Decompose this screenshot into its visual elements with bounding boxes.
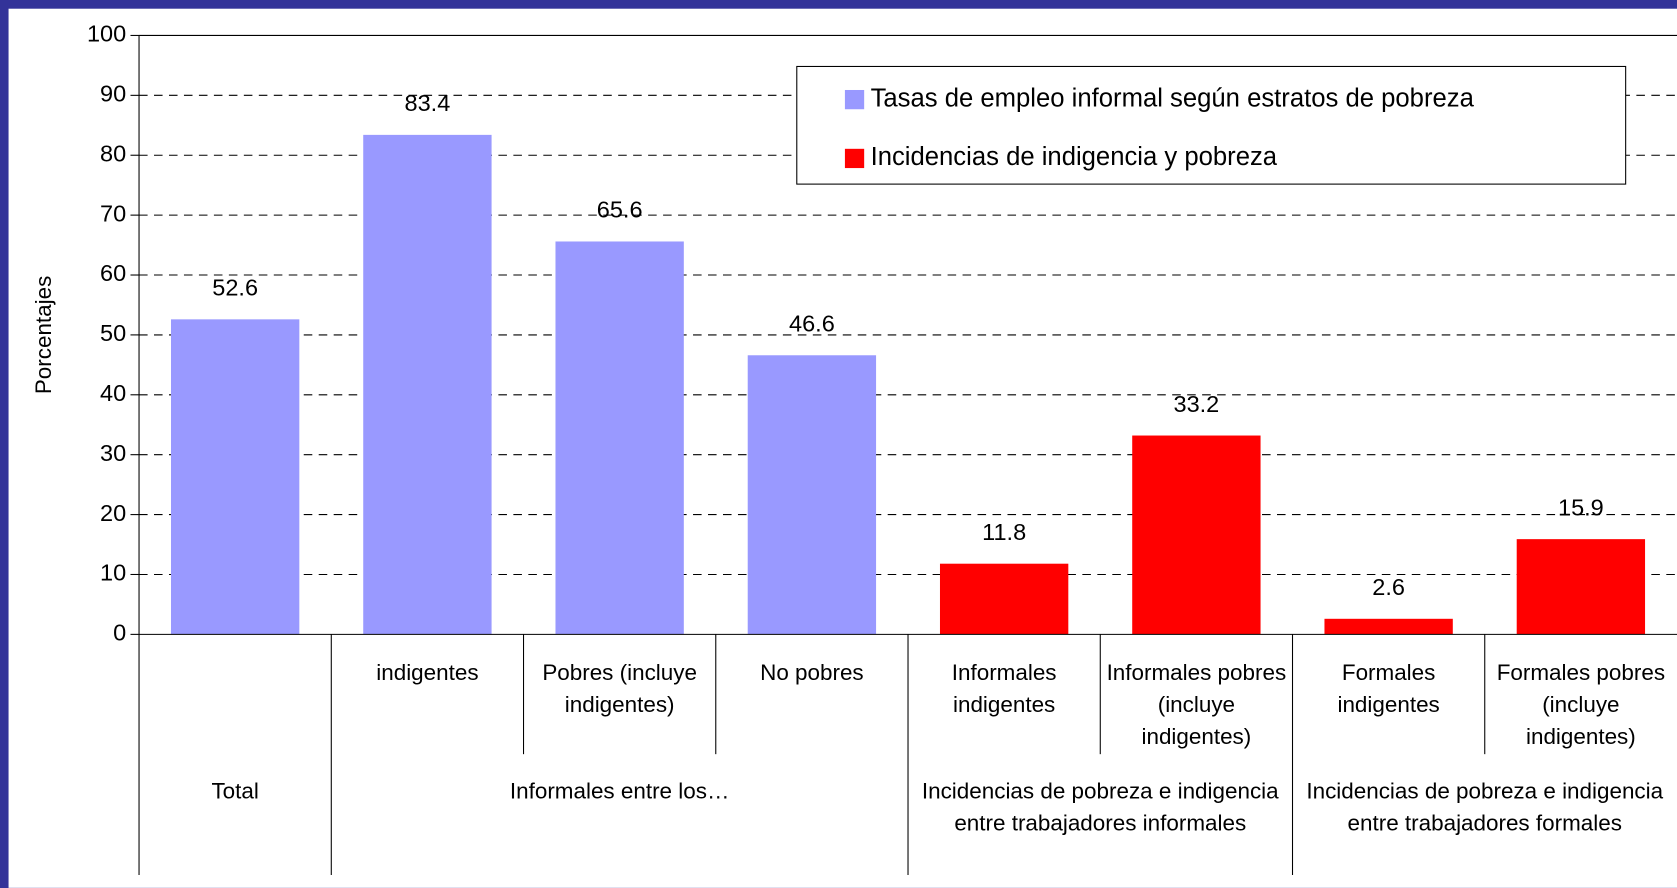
- legend-label: Incidencias de indigencia y pobreza: [871, 143, 1278, 171]
- y-tick-label: 50: [100, 320, 126, 346]
- bar: [363, 134, 492, 635]
- bar: [1324, 618, 1453, 635]
- group-label: Incidencias de pobreza e indigencia entre…: [922, 779, 1279, 836]
- legend-box: [796, 65, 1627, 185]
- value-label: 83.4: [405, 90, 451, 116]
- legend-label: Tasas de empleo informal según estratos …: [871, 84, 1475, 112]
- value-label: 11.8: [982, 519, 1026, 545]
- x-tick-label: indigentes: [376, 660, 478, 685]
- x-tick-label: Formales pobres (incluye indigentes): [1497, 660, 1665, 749]
- y-tick-label: 60: [100, 260, 126, 286]
- y-tick-label: 20: [100, 500, 126, 526]
- value-label: 65.6: [597, 197, 643, 223]
- y-tick-label: 10: [100, 560, 126, 586]
- x-tick-label: Informales indigentes: [952, 660, 1057, 717]
- bar: [555, 241, 684, 635]
- y-tick-label: 0: [113, 620, 126, 646]
- bar: [939, 563, 1069, 635]
- value-label: 46.6: [789, 311, 835, 337]
- x-tick-label: Informales pobres (incluye indigentes): [1107, 660, 1287, 749]
- group-label: Informales entre los…: [510, 779, 729, 804]
- x-tick-label: Formales indigentes: [1337, 660, 1439, 717]
- group-label: Total: [211, 779, 258, 804]
- legend-swatch: [844, 148, 865, 169]
- group-label: Incidencias de pobreza e indigencia entre…: [1306, 779, 1663, 836]
- y-tick-label: 30: [100, 440, 126, 466]
- y-axis-label: Porcentajes: [31, 276, 56, 394]
- y-tick-label: 70: [100, 200, 126, 226]
- legend-swatch: [844, 89, 865, 110]
- bar: [747, 355, 877, 635]
- y-tick-label: 90: [100, 81, 126, 107]
- x-tick-label: Pobres (incluye indigentes): [542, 660, 697, 717]
- bar: [1132, 435, 1261, 635]
- y-tick-label: 40: [100, 380, 126, 406]
- y-tick-label: 100: [87, 21, 126, 47]
- value-label: 15.9: [1558, 494, 1604, 520]
- bar: [1516, 539, 1646, 635]
- y-tick-label: 80: [100, 140, 126, 166]
- value-label: 52.6: [212, 275, 258, 301]
- value-label: 33.2: [1173, 391, 1219, 417]
- x-tick-label: No pobres: [760, 660, 864, 685]
- value-label: 2.6: [1372, 574, 1405, 600]
- bar: [170, 319, 300, 635]
